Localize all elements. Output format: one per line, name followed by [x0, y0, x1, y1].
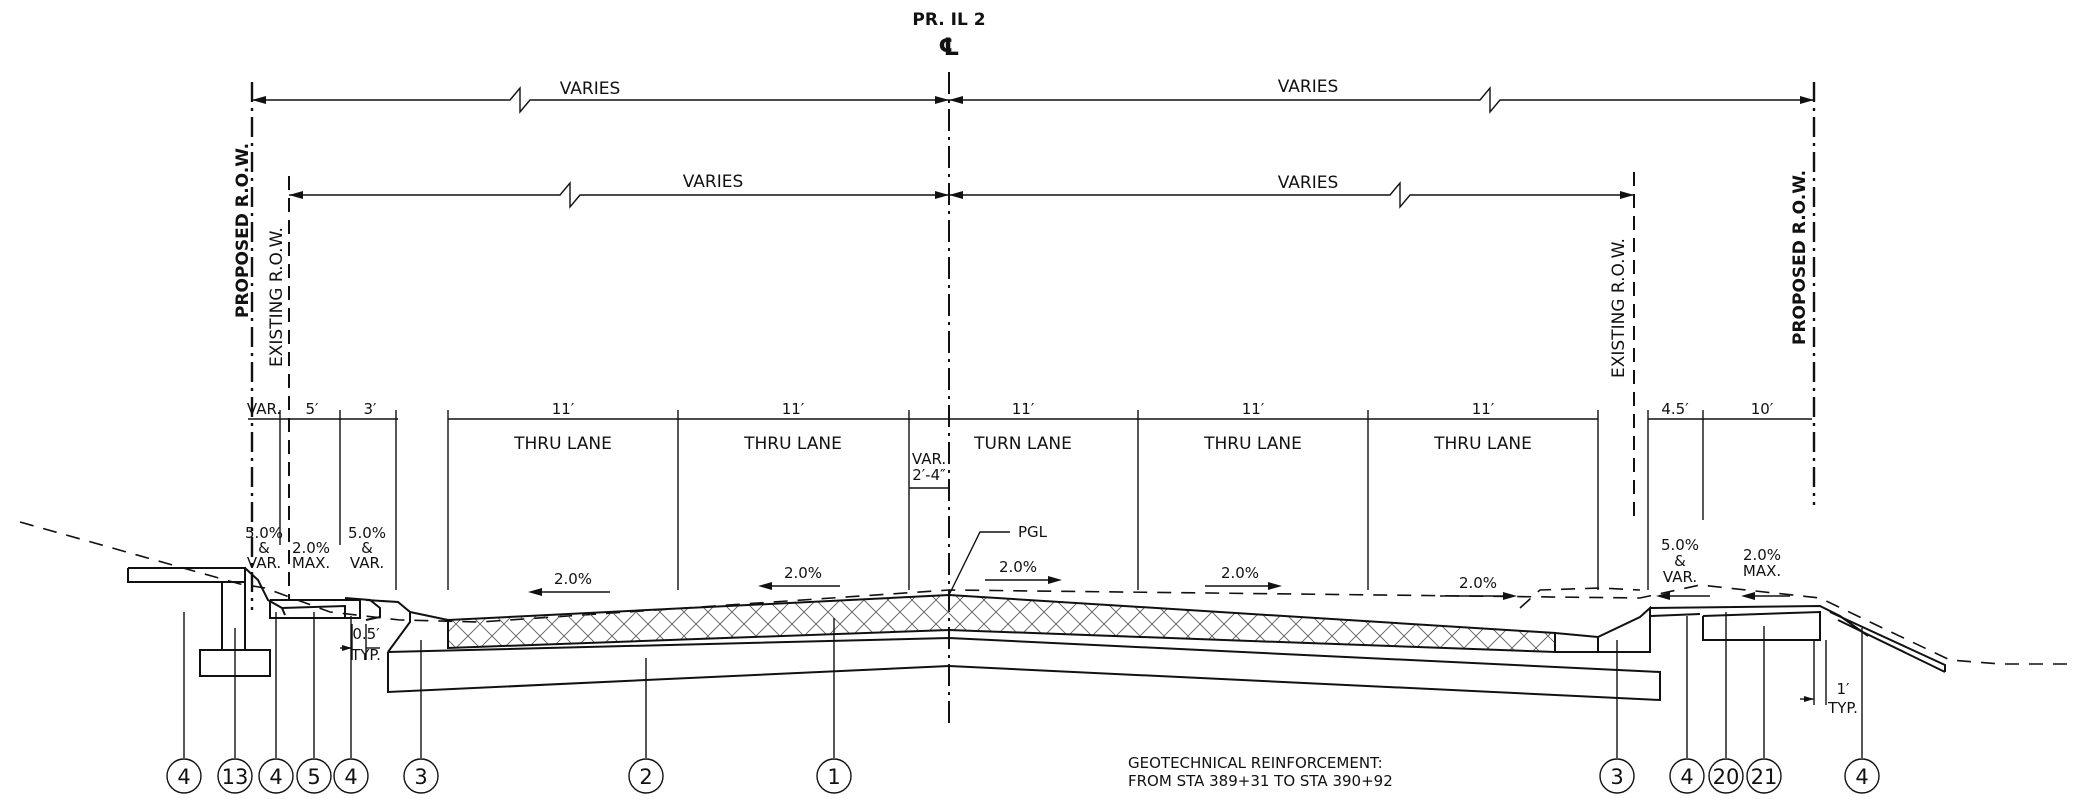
dim-lane1: 11′	[552, 400, 575, 418]
dim-lane2: 11′	[782, 400, 805, 418]
pavement-section	[365, 593, 1661, 702]
segment-dimension-line	[248, 410, 1812, 590]
dim-turn: 11′	[1012, 400, 1035, 418]
route-title: PR. IL 2	[912, 10, 985, 30]
callout-4-c: 4	[344, 765, 357, 789]
dim-median-range: 2′-4″	[912, 466, 946, 484]
right-sidewalk	[1519, 587, 1946, 705]
callout-13: 13	[222, 765, 249, 789]
dim-lane4: 11′	[1242, 400, 1265, 418]
slope-right-2: &	[1674, 552, 1686, 570]
left-retaining-wall	[127, 567, 286, 677]
lane-label-turn: TURN LANE	[973, 434, 1072, 454]
lane-label-5: THRU LANE	[1433, 434, 1532, 454]
slope-left-b-2: &	[361, 539, 373, 557]
slope-lane4: 2.0%	[1221, 564, 1259, 582]
slope-lane5: 2.0%	[1459, 574, 1497, 592]
slope-left-b-3: VAR.	[350, 554, 384, 572]
left-proposed-row-label: PROPOSED R.O.W.	[233, 143, 253, 318]
callout-20: 20	[1713, 765, 1740, 789]
pgl-label: PGL	[1018, 523, 1048, 541]
geotech-note-1: GEOTECHNICAL REINFORCEMENT:	[1128, 754, 1383, 772]
dim-3ft: 3′	[364, 400, 378, 418]
right-offset-2: TYP.	[1827, 699, 1858, 717]
right-offset-1: 1′	[1837, 680, 1851, 698]
left-existing-row-label: EXISTING R.O.W.	[267, 227, 287, 367]
slope-right-walk-2: MAX.	[1743, 562, 1781, 580]
pgl-leader	[948, 531, 1010, 596]
lane-label-1: THRU LANE	[513, 434, 612, 454]
callout-circles	[166, 758, 1880, 794]
mid-dimension-line	[289, 181, 1634, 209]
lane-label-4: THRU LANE	[1203, 434, 1302, 454]
slope-lane2: 2.0%	[784, 564, 822, 582]
callout-4-a: 4	[177, 765, 190, 789]
slope-right-walk-1: 2.0%	[1743, 546, 1781, 564]
callout-5: 5	[307, 765, 320, 789]
callout-3-a: 3	[414, 765, 427, 789]
right-proposed-row-label: PROPOSED R.O.W.	[1790, 170, 1810, 345]
geotech-note-2: FROM STA 389+31 TO STA 390+92	[1128, 772, 1393, 790]
centerline-symbol: ℄	[938, 33, 960, 61]
left-offset-2: TYP.	[350, 646, 381, 664]
callout-3-b: 3	[1610, 765, 1623, 789]
slope-left-b-1: 5.0%	[348, 524, 386, 542]
existing-ground-left	[19, 521, 2075, 665]
slope-left-a-3: VAR.	[247, 554, 281, 572]
slope-turn: 2.0%	[999, 558, 1037, 576]
slope-left-a-1: 5.0%	[245, 524, 283, 542]
callout-21: 21	[1751, 765, 1778, 789]
top-left-varies: VARIES	[560, 79, 621, 99]
slope-left-walk-1: 2.0%	[292, 539, 330, 557]
dim-10ft: 10′	[1751, 400, 1774, 418]
dim-5ft: 5′	[306, 400, 320, 418]
lane-label-2: THRU LANE	[743, 434, 842, 454]
slope-left-walk-2: MAX.	[292, 554, 330, 572]
dim-4-5ft: 4.5′	[1661, 400, 1689, 418]
slope-left-a-2: &	[258, 539, 270, 557]
mid-left-varies: VARIES	[683, 172, 744, 192]
mid-right-varies: VARIES	[1278, 173, 1339, 193]
dim-median-var: VAR.	[912, 450, 946, 468]
callout-2: 2	[639, 765, 652, 789]
dim-lane5: 11′	[1472, 400, 1495, 418]
slope-lane1: 2.0%	[554, 570, 592, 588]
top-dimension-line	[252, 86, 1814, 114]
slope-right-3: VAR.	[1663, 568, 1697, 586]
callout-leaders	[183, 612, 1863, 758]
callout-1: 1	[827, 765, 840, 789]
dim-var: VAR.	[247, 400, 281, 418]
top-right-varies: VARIES	[1278, 77, 1339, 97]
slope-arrows	[528, 576, 1790, 600]
left-offset-1: 0.5′	[352, 625, 380, 643]
left-sidewalk	[269, 597, 381, 660]
right-existing-row-label: EXISTING R.O.W.	[1609, 238, 1629, 378]
callout-4-e: 4	[1855, 765, 1868, 789]
callout-4-d: 4	[1680, 765, 1693, 789]
slope-right-1: 5.0%	[1661, 536, 1699, 554]
callout-4-b: 4	[269, 765, 282, 789]
